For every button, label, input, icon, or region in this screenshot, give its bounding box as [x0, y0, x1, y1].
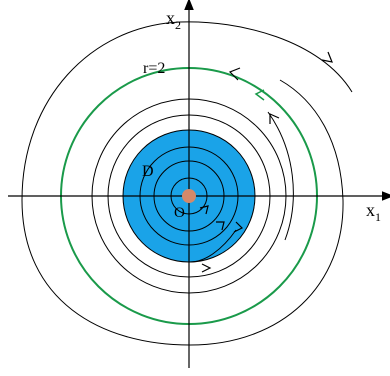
arrow-lower: [201, 263, 212, 273]
arrow-upper-middle: [228, 67, 241, 81]
origin-label: O: [174, 205, 185, 221]
x1-axis-label: x1: [366, 200, 381, 224]
origin-dot: [182, 189, 196, 203]
trajectory-arc-1: [267, 111, 294, 241]
arrow-green-cycle: [254, 89, 265, 101]
arrow-inner-3: [233, 221, 244, 233]
radius-label: r=2: [143, 60, 165, 77]
arrow-inner-1: [199, 205, 209, 215]
region-label: D: [142, 163, 154, 180]
trajectory-arc-2: [189, 229, 237, 263]
arrow-outer-top: [321, 51, 333, 63]
arrow-right-arc: [269, 113, 280, 124]
x2-axis-label: x2: [166, 8, 181, 32]
arrow-inner-2: [216, 221, 225, 231]
outer-trajectory: [21, 21, 353, 346]
